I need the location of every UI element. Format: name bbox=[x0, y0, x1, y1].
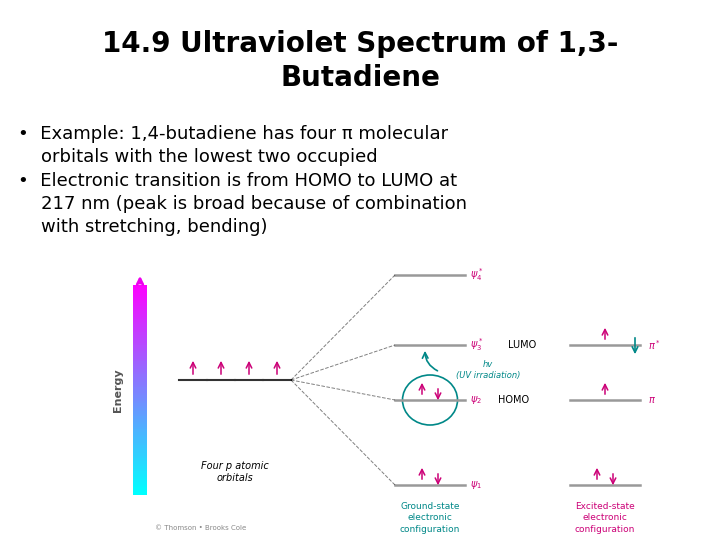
Text: $\psi_3^*$: $\psi_3^*$ bbox=[470, 336, 483, 353]
FancyBboxPatch shape bbox=[133, 295, 147, 298]
FancyBboxPatch shape bbox=[133, 435, 147, 437]
FancyBboxPatch shape bbox=[133, 325, 147, 327]
FancyBboxPatch shape bbox=[133, 401, 147, 403]
FancyBboxPatch shape bbox=[133, 469, 147, 471]
FancyBboxPatch shape bbox=[133, 490, 147, 492]
FancyBboxPatch shape bbox=[133, 380, 147, 382]
FancyBboxPatch shape bbox=[133, 398, 147, 401]
FancyBboxPatch shape bbox=[133, 298, 147, 301]
FancyBboxPatch shape bbox=[133, 422, 147, 424]
FancyBboxPatch shape bbox=[133, 374, 147, 377]
FancyBboxPatch shape bbox=[133, 288, 147, 291]
FancyBboxPatch shape bbox=[133, 340, 147, 343]
Text: $\psi_4^*$: $\psi_4^*$ bbox=[470, 267, 483, 284]
FancyBboxPatch shape bbox=[133, 348, 147, 350]
FancyBboxPatch shape bbox=[133, 316, 147, 319]
FancyBboxPatch shape bbox=[133, 382, 147, 384]
FancyBboxPatch shape bbox=[133, 395, 147, 398]
FancyBboxPatch shape bbox=[133, 432, 147, 435]
Text: HOMO: HOMO bbox=[498, 395, 529, 405]
FancyBboxPatch shape bbox=[133, 414, 147, 416]
FancyBboxPatch shape bbox=[133, 474, 147, 477]
FancyBboxPatch shape bbox=[133, 424, 147, 427]
FancyBboxPatch shape bbox=[133, 335, 147, 338]
FancyBboxPatch shape bbox=[133, 487, 147, 490]
FancyBboxPatch shape bbox=[133, 366, 147, 369]
Text: Excited-state
electronic
configuration: Excited-state electronic configuration bbox=[575, 502, 635, 534]
FancyBboxPatch shape bbox=[133, 429, 147, 432]
FancyBboxPatch shape bbox=[133, 393, 147, 395]
FancyBboxPatch shape bbox=[133, 463, 147, 466]
FancyBboxPatch shape bbox=[133, 346, 147, 348]
Text: 14.9 Ultraviolet Spectrum of 1,3-
Butadiene: 14.9 Ultraviolet Spectrum of 1,3- Butadi… bbox=[102, 30, 618, 91]
FancyBboxPatch shape bbox=[133, 471, 147, 474]
Text: $\psi_1$: $\psi_1$ bbox=[470, 479, 482, 491]
FancyBboxPatch shape bbox=[133, 419, 147, 422]
FancyBboxPatch shape bbox=[133, 356, 147, 359]
FancyBboxPatch shape bbox=[133, 450, 147, 453]
Text: •  Electronic transition is from HOMO to LUMO at
    217 nm (peak is broad becau: • Electronic transition is from HOMO to … bbox=[18, 172, 467, 236]
FancyBboxPatch shape bbox=[133, 477, 147, 480]
FancyBboxPatch shape bbox=[133, 456, 147, 458]
FancyBboxPatch shape bbox=[133, 309, 147, 311]
FancyBboxPatch shape bbox=[133, 484, 147, 487]
FancyBboxPatch shape bbox=[133, 303, 147, 306]
FancyBboxPatch shape bbox=[133, 329, 147, 332]
FancyBboxPatch shape bbox=[133, 466, 147, 469]
FancyBboxPatch shape bbox=[133, 427, 147, 429]
FancyBboxPatch shape bbox=[133, 350, 147, 353]
Text: $\psi_2$: $\psi_2$ bbox=[470, 394, 482, 406]
Text: © Thomson • Brooks Cole: © Thomson • Brooks Cole bbox=[155, 525, 246, 531]
FancyBboxPatch shape bbox=[133, 293, 147, 295]
FancyBboxPatch shape bbox=[133, 364, 147, 366]
FancyBboxPatch shape bbox=[133, 406, 147, 408]
FancyBboxPatch shape bbox=[133, 369, 147, 372]
FancyBboxPatch shape bbox=[133, 377, 147, 380]
FancyBboxPatch shape bbox=[133, 482, 147, 484]
Text: $\pi$: $\pi$ bbox=[648, 395, 656, 405]
FancyBboxPatch shape bbox=[133, 353, 147, 356]
FancyBboxPatch shape bbox=[133, 343, 147, 346]
FancyBboxPatch shape bbox=[133, 445, 147, 448]
FancyBboxPatch shape bbox=[133, 285, 147, 288]
Text: •  Example: 1,4-butadiene has four π molecular
    orbitals with the lowest two : • Example: 1,4-butadiene has four π mole… bbox=[18, 125, 448, 166]
FancyBboxPatch shape bbox=[133, 301, 147, 303]
FancyBboxPatch shape bbox=[133, 311, 147, 314]
FancyBboxPatch shape bbox=[133, 387, 147, 390]
FancyBboxPatch shape bbox=[133, 440, 147, 442]
FancyBboxPatch shape bbox=[133, 314, 147, 316]
FancyBboxPatch shape bbox=[133, 322, 147, 325]
FancyBboxPatch shape bbox=[133, 416, 147, 419]
FancyBboxPatch shape bbox=[133, 442, 147, 445]
FancyBboxPatch shape bbox=[133, 411, 147, 414]
FancyBboxPatch shape bbox=[133, 372, 147, 374]
Text: Four p atomic
orbitals: Four p atomic orbitals bbox=[201, 461, 269, 483]
FancyBboxPatch shape bbox=[133, 492, 147, 495]
Text: Energy: Energy bbox=[113, 368, 123, 412]
FancyBboxPatch shape bbox=[133, 338, 147, 340]
Text: Ground-state
electronic
configuration: Ground-state electronic configuration bbox=[400, 502, 460, 534]
FancyBboxPatch shape bbox=[133, 480, 147, 482]
FancyBboxPatch shape bbox=[133, 437, 147, 440]
FancyBboxPatch shape bbox=[133, 384, 147, 387]
FancyBboxPatch shape bbox=[133, 461, 147, 463]
FancyBboxPatch shape bbox=[133, 448, 147, 450]
FancyBboxPatch shape bbox=[133, 453, 147, 456]
FancyBboxPatch shape bbox=[133, 458, 147, 461]
Text: hv
(UV irradiation): hv (UV irradiation) bbox=[456, 360, 520, 380]
FancyBboxPatch shape bbox=[133, 319, 147, 322]
FancyBboxPatch shape bbox=[133, 327, 147, 329]
FancyBboxPatch shape bbox=[133, 403, 147, 406]
FancyBboxPatch shape bbox=[133, 359, 147, 361]
FancyBboxPatch shape bbox=[133, 390, 147, 393]
Text: LUMO: LUMO bbox=[508, 340, 536, 350]
FancyBboxPatch shape bbox=[133, 408, 147, 411]
FancyBboxPatch shape bbox=[133, 361, 147, 364]
FancyBboxPatch shape bbox=[133, 306, 147, 309]
FancyBboxPatch shape bbox=[133, 291, 147, 293]
FancyBboxPatch shape bbox=[133, 332, 147, 335]
Text: $\pi^*$: $\pi^*$ bbox=[648, 338, 661, 352]
